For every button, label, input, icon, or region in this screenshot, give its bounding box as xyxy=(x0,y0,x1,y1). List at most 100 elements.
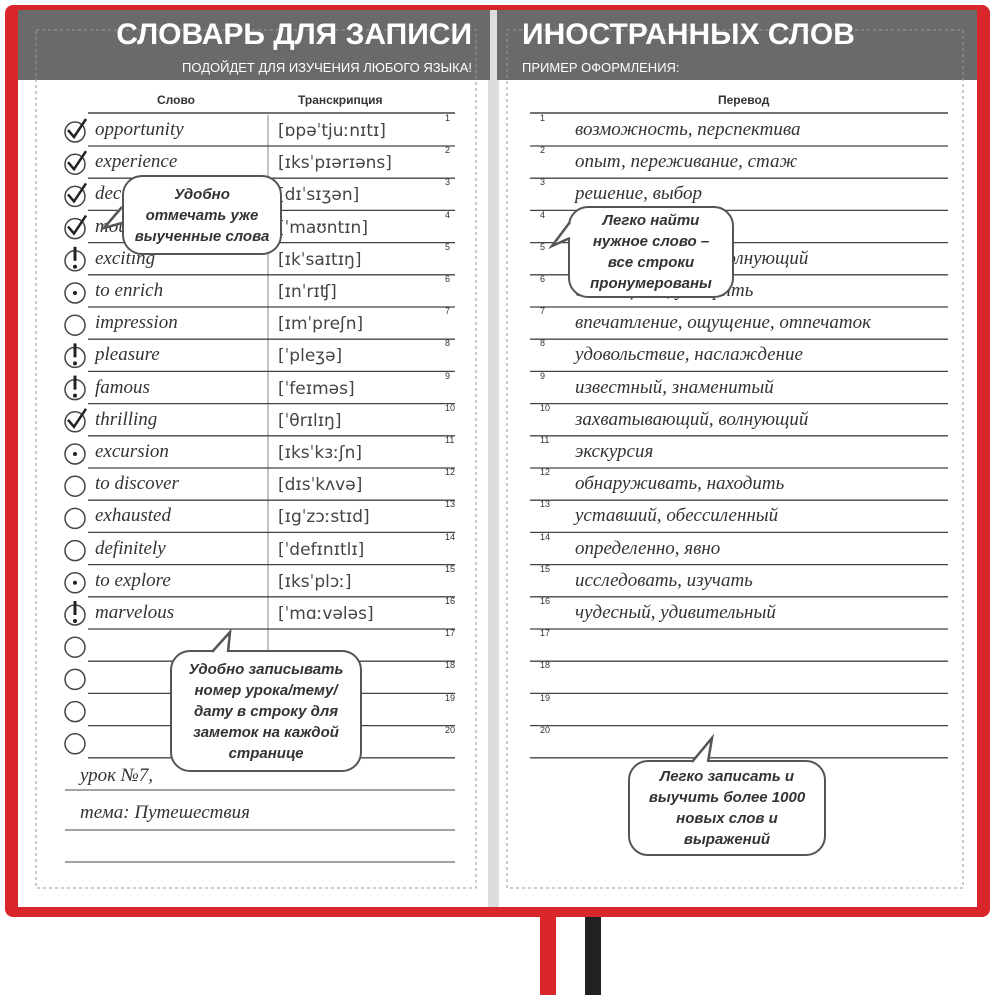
word: to discover xyxy=(95,473,179,495)
row-number: 10 xyxy=(445,402,456,413)
exclaim-dot xyxy=(73,361,77,366)
row-number: 20 xyxy=(445,724,456,735)
word: impression xyxy=(95,312,178,334)
callout-tail-shape xyxy=(211,628,232,653)
column-header: Перевод xyxy=(718,93,770,107)
status-icon xyxy=(64,314,86,336)
dot-mark xyxy=(73,452,77,456)
row-number: 2 xyxy=(445,145,451,156)
row-number: 7 xyxy=(540,306,546,317)
translation: захватывающий, волнующий xyxy=(575,408,809,430)
word: excursion xyxy=(95,441,169,462)
row-number: 4 xyxy=(445,209,451,220)
word: opportunity xyxy=(95,119,184,140)
row-number: 13 xyxy=(540,499,551,510)
word: to explore xyxy=(95,569,171,591)
callout-tail-shape xyxy=(548,221,571,250)
row-number: 16 xyxy=(540,596,551,606)
column-header: Транскрипция xyxy=(298,93,383,107)
transcription: [ˈdefɪnɪtlɪ] xyxy=(278,539,365,560)
row-number: 11 xyxy=(540,435,550,445)
row-number: 5 xyxy=(540,241,546,252)
row-number: 13 xyxy=(445,499,456,510)
translation: исследовать, изучать xyxy=(575,569,753,591)
right-subtitle: ПРИМЕР ОФОРМЛЕНИЯ: xyxy=(522,60,680,75)
translation: уставший, обессиленный xyxy=(575,505,779,527)
word: experience xyxy=(95,151,178,173)
row-number: 16 xyxy=(445,596,456,606)
transcription: [ˈfeɪməs] xyxy=(278,378,355,399)
status-icon xyxy=(64,668,86,691)
status-icon xyxy=(64,700,86,723)
row-number: 17 xyxy=(540,628,551,639)
transcription: [ɪnˈrɪʧ] xyxy=(278,282,337,302)
row-number: 15 xyxy=(540,563,551,574)
row-number: 1 xyxy=(445,113,451,123)
word: definitely xyxy=(95,537,166,559)
row-number: 6 xyxy=(540,274,546,284)
row-number: 14 xyxy=(445,531,456,542)
dot-mark xyxy=(73,580,77,585)
row-number: 1 xyxy=(540,113,546,123)
row-number: 12 xyxy=(540,467,551,478)
row-number: 17 xyxy=(445,628,456,639)
row-number: 4 xyxy=(540,209,546,220)
transcription: [ˈmaʊntɪn] xyxy=(278,217,368,238)
status-icon xyxy=(64,507,86,530)
row-number: 3 xyxy=(445,177,451,188)
exclaim-dot xyxy=(73,393,77,398)
status-icon xyxy=(64,733,86,755)
translation: возможность, перспектива xyxy=(575,119,801,140)
transcription: [dɪsˈkʌvə] xyxy=(278,475,363,496)
column-header: Слово xyxy=(157,93,196,107)
note: тема: Путешествия xyxy=(80,802,250,823)
row-number: 6 xyxy=(445,274,451,284)
row-number: 9 xyxy=(445,370,451,381)
row-number: 11 xyxy=(445,435,455,445)
transcription: [ɒpəˈtjuːnɪtɪ] xyxy=(278,121,386,141)
row-number: 12 xyxy=(445,467,456,478)
word: marvelous xyxy=(95,602,175,623)
transcription: [ˈmɑːvələs] xyxy=(278,604,374,624)
callout: Легко записать и выучить более 1000 новы… xyxy=(628,760,826,856)
transcription: [dɪˈsɪʒən] xyxy=(278,185,360,206)
exclaim-dot xyxy=(73,264,77,269)
row-number: 8 xyxy=(445,338,451,349)
callout-tail-shape xyxy=(100,206,123,231)
translation: опыт, переживание, стаж xyxy=(575,151,798,173)
word: thrilling xyxy=(95,408,158,430)
row-number: 14 xyxy=(540,531,551,542)
translation: обнаруживать, находить xyxy=(575,473,785,495)
transcription: [ɪkˈsaɪtɪŋ] xyxy=(278,249,362,270)
word: famous xyxy=(95,376,150,398)
callout: Удобно записывать номер урока/тему/дату … xyxy=(170,650,362,772)
row-number: 20 xyxy=(540,724,551,735)
row-number: 18 xyxy=(445,660,456,671)
transcription: [ɪmˈpreʃn] xyxy=(278,314,364,335)
check-mark xyxy=(67,214,88,236)
translation: чудесный, удивительный xyxy=(575,602,776,623)
callout: Легко найти нужное слово – все строки пр… xyxy=(568,206,734,298)
check-mark xyxy=(67,408,88,429)
check-mark xyxy=(67,150,88,172)
word: to enrich xyxy=(95,280,164,301)
left-title: СЛОВАРЬ ДЛЯ ЗАПИСИ xyxy=(116,18,472,51)
translation: определенно, явно xyxy=(575,537,721,559)
translation: известный, знаменитый xyxy=(575,376,774,398)
status-icon xyxy=(64,539,86,562)
translation: экскурсия xyxy=(575,441,654,462)
word: pleasure xyxy=(95,344,160,366)
exclaim-dot xyxy=(73,619,77,623)
row-number: 3 xyxy=(540,177,546,188)
row-number: 19 xyxy=(540,692,551,703)
translation: удовольствие, наслаждение xyxy=(575,344,803,366)
dot-mark xyxy=(73,291,77,295)
translation: впечатление, ощущение, отпечаток xyxy=(575,312,871,334)
status-icon xyxy=(64,636,86,658)
transcription: [ɪksˈpɪərɪəns] xyxy=(278,153,392,174)
row-number: 10 xyxy=(540,402,551,413)
